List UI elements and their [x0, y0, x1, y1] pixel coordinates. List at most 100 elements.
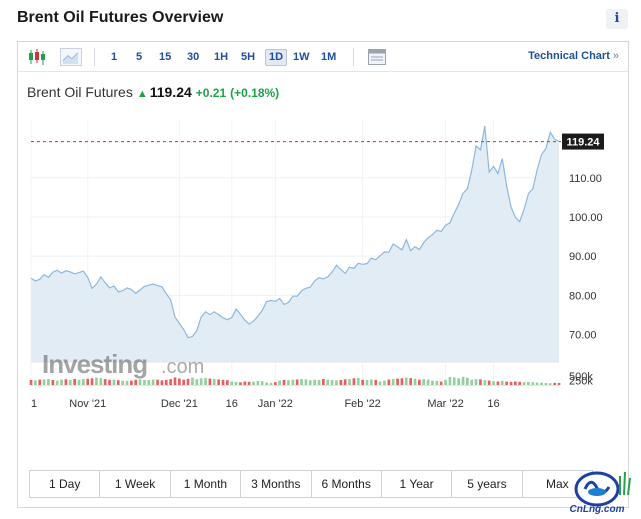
volume-bar: [348, 379, 351, 385]
volume-bar: [60, 379, 63, 385]
arrow-up-icon: ▲: [136, 88, 148, 100]
info-icon[interactable]: i: [606, 9, 628, 29]
range-3-months[interactable]: 3 Months: [241, 471, 312, 497]
timeframe-5[interactable]: 5: [136, 51, 143, 63]
volume-bar: [457, 378, 460, 385]
volume-bar: [182, 379, 186, 385]
volume-bar: [527, 382, 530, 385]
volume-bar: [156, 379, 159, 385]
y-tick-label: 80.00: [569, 290, 597, 302]
volume-bar: [317, 379, 321, 385]
timeframe-15[interactable]: 15: [159, 51, 172, 63]
toolbar-separator: [353, 48, 354, 66]
volume-bar: [134, 379, 138, 385]
range-selector: 1 Day 1 Week 1 Month 3 Months 6 Months 1…: [29, 470, 593, 498]
timeframe-1d[interactable]: 1D: [265, 49, 288, 66]
volume-bar: [300, 379, 303, 385]
volume-bar: [339, 379, 343, 385]
area-chart-icon[interactable]: [60, 48, 82, 66]
volume-bar: [42, 379, 46, 385]
range-1-day[interactable]: 1 Day: [30, 471, 101, 497]
range-6-months[interactable]: 6 Months: [311, 471, 382, 497]
volume-bar: [514, 381, 517, 385]
volume-bar: [130, 380, 133, 385]
volume-bar: [426, 379, 430, 385]
volume-bar: [413, 378, 417, 385]
volume-bar: [287, 380, 290, 385]
x-tick-label: Dec '21: [161, 398, 198, 410]
volume-bar: [500, 380, 504, 385]
watermark-brand: Investing: [42, 349, 147, 379]
timeframe-1m[interactable]: 1M: [321, 51, 337, 63]
volume-bar: [544, 383, 548, 385]
volume-bar: [466, 377, 469, 385]
volume-bar: [435, 380, 439, 385]
volume-bar: [112, 379, 116, 385]
range-1-month[interactable]: 1 Month: [170, 471, 242, 497]
timeframe-5h[interactable]: 5H: [241, 51, 256, 63]
volume-bar: [418, 379, 421, 385]
volume-bar: [199, 378, 203, 385]
timeframe-1w[interactable]: 1W: [293, 51, 310, 63]
current-price-tag: [562, 133, 604, 150]
volume-bar: [47, 379, 50, 385]
volume-bar: [487, 380, 491, 385]
volume-bar: [313, 379, 316, 385]
volume-bar: [269, 382, 273, 385]
y-tick-label: 90.00: [569, 251, 597, 263]
price-chart[interactable]: Investing .com 119.24 110.00 100.00 90.00 80.0…: [18, 110, 628, 430]
volume-bar: [82, 379, 85, 385]
timeframe-30[interactable]: 30: [187, 51, 200, 63]
volume-bar: [243, 381, 247, 385]
volume-bar: [391, 379, 395, 385]
volume-bar: [221, 379, 225, 385]
range-1-week[interactable]: 1 Week: [100, 471, 171, 497]
chart-panel: 1 5 15 30 1H 5H 1D 1W 1M Technical Chart…: [17, 41, 629, 508]
volume-bar: [34, 380, 37, 385]
volume-bar: [330, 380, 334, 385]
volume-bar: [278, 380, 282, 385]
volume-bar: [304, 379, 308, 385]
technical-chart-link[interactable]: Technical Chart»: [528, 50, 619, 62]
y-tick-label: 70.00: [569, 330, 597, 342]
volume-bar: [505, 381, 508, 385]
volume-bar: [470, 379, 474, 385]
volume-bar: [548, 383, 552, 385]
volume-bar: [322, 379, 325, 385]
range-5-years[interactable]: 5 years: [452, 471, 523, 497]
volume-bar: [226, 380, 229, 385]
chart-toolbar: 1 5 15 30 1H 5H 1D 1W 1M Technical Chart…: [18, 42, 628, 72]
timeframe-1[interactable]: 1: [111, 51, 118, 63]
volume-bar: [352, 378, 356, 385]
timeframe-1h[interactable]: 1H: [214, 51, 229, 63]
volume-bar: [295, 379, 299, 385]
technical-chart-label: Technical Chart: [528, 50, 610, 62]
volume-bar: [143, 379, 146, 385]
volume-bar: [99, 378, 103, 385]
volume-bar: [274, 382, 277, 385]
volume-bar: [239, 382, 242, 385]
volume-bar: [195, 379, 199, 385]
volume-bar: [439, 381, 443, 385]
volume-bar: [164, 379, 168, 385]
candlestick-icon[interactable]: [26, 48, 48, 66]
volume-bar: [204, 377, 207, 385]
volume-bar: [553, 382, 556, 385]
volume-bar: [335, 380, 338, 385]
calendar-table-icon[interactable]: [366, 48, 388, 66]
volume-bar: [448, 377, 452, 385]
volume-bar: [479, 379, 482, 385]
last-price: 119.24: [149, 84, 192, 100]
volume-bar: [409, 378, 412, 385]
volume-bar: [90, 378, 94, 385]
volume-bar: [370, 379, 373, 385]
range-1-year[interactable]: 1 Year: [381, 471, 453, 497]
volume-bar: [230, 381, 234, 385]
volume-bar: [234, 382, 238, 385]
volume-bar: [151, 379, 155, 385]
volume-bar: [265, 382, 268, 385]
volume-bar: [260, 381, 264, 385]
volume-bar: [540, 382, 543, 385]
volume-bar: [86, 378, 90, 385]
volume-bar: [252, 381, 255, 385]
